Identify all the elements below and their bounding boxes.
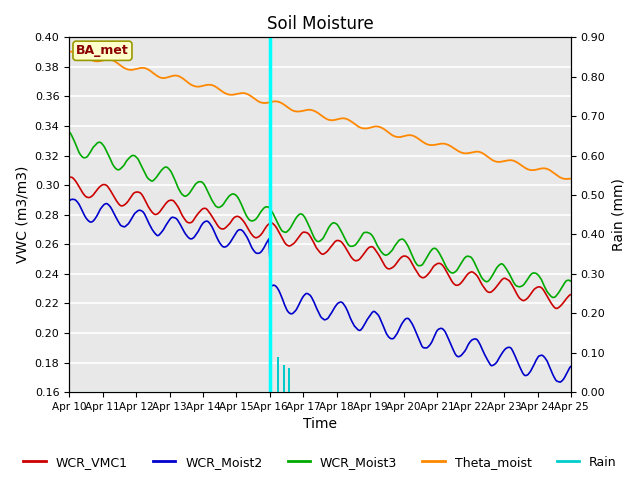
Y-axis label: VWC (m3/m3): VWC (m3/m3) bbox=[15, 166, 29, 264]
X-axis label: Time: Time bbox=[303, 418, 337, 432]
Bar bbox=[277, 357, 280, 392]
Title: Soil Moisture: Soil Moisture bbox=[267, 15, 373, 33]
Text: BA_met: BA_met bbox=[76, 44, 129, 57]
Bar bbox=[288, 369, 291, 392]
Y-axis label: Rain (mm): Rain (mm) bbox=[611, 178, 625, 251]
Bar bbox=[283, 364, 285, 392]
Legend: WCR_VMC1, WCR_Moist2, WCR_Moist3, Theta_moist, Rain: WCR_VMC1, WCR_Moist2, WCR_Moist3, Theta_… bbox=[19, 451, 621, 474]
